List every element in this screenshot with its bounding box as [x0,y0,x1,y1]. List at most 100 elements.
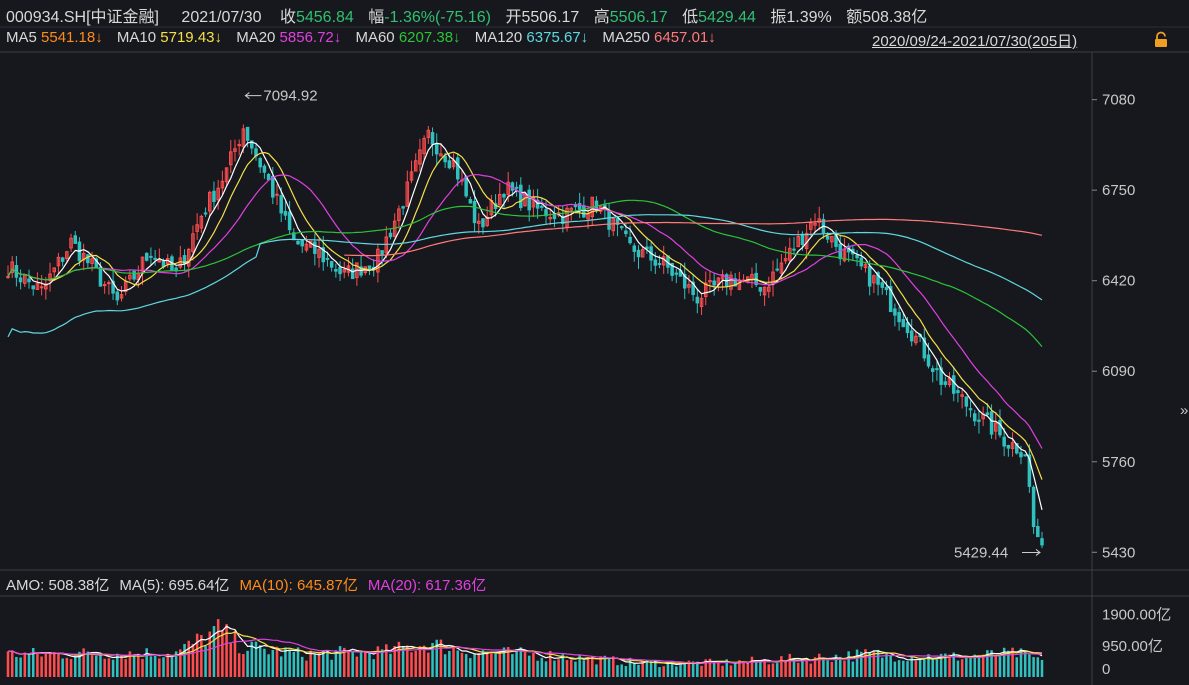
volume-bar [258,645,262,677]
volume-bar [902,660,905,677]
candle-body [939,367,943,385]
volume-bar [6,651,10,677]
volume-bar [145,648,148,677]
candle-body [90,258,94,264]
volume-bar [519,647,523,677]
change-value: -1.36%(-75.16) [384,9,491,26]
price-tick-label: 5430 [1102,544,1135,561]
candle-body [510,182,515,191]
volume-bar [881,657,884,677]
volume-bar [99,654,102,677]
volume-bar [675,666,678,677]
candle-body [901,319,906,328]
volume-bar [796,662,800,677]
volume-bar [838,656,842,677]
ma5-value: 5541.18↓ [41,29,103,46]
volume-bar [923,657,926,677]
volume-bar [120,655,123,677]
volume-bar [179,649,182,677]
candle-body [119,294,124,299]
candle-body [153,257,157,260]
candle-body [977,419,981,422]
candle-body [195,224,199,232]
candle-body [968,408,973,411]
volume-bar [1028,654,1031,677]
volume-bar [69,659,73,677]
volume-bar [351,651,354,677]
volume-bar [935,659,939,677]
candle-body [10,261,14,274]
date-range-selector[interactable]: 2020/09/24-2021/07/30(205日) [872,33,1078,50]
candle-body [800,233,805,246]
candle-body [914,335,918,344]
candle-body [237,143,241,147]
volume-bar [780,656,783,677]
volume-bar [376,646,380,677]
ma120-line [7,214,1043,338]
ma60-value: 6207.38↓ [398,29,461,46]
vol-ma5-line [7,625,1043,666]
volume-bar [57,652,60,677]
candle-body [132,270,136,280]
volume-bar [939,653,943,677]
volume-bar [948,654,951,677]
volume-bar [696,661,699,677]
volume-bar [187,640,191,677]
volume-bar [170,657,174,677]
volume-bar [754,661,758,677]
change-label: 幅 [368,9,385,26]
volume-bar [599,656,602,677]
volume-bar [918,659,922,677]
candle-body [674,272,679,275]
volume-bar [36,653,39,677]
candle-body [615,218,620,225]
volume-bar [830,661,834,677]
volume-bar [1011,647,1014,677]
volume-bar [607,657,611,677]
volume-bar [490,651,493,677]
volume-bar [649,661,653,677]
volume-bar [212,626,216,677]
volume-bar [389,653,392,677]
volume-bar [300,656,304,677]
candle-body [548,216,552,220]
volume-bar [817,653,821,677]
volume-tick-label: 950.00亿 [1102,638,1163,655]
candle-body [935,368,939,371]
volume-bar [633,662,636,677]
price-tick-label: 6420 [1102,273,1135,290]
candle-body [1010,442,1015,449]
candle-body [867,265,872,287]
candle-body [250,140,254,149]
candle-body [893,308,897,316]
volume-bar [721,665,724,677]
volume-bar [242,654,245,677]
volume-bar [364,651,367,677]
volume-bar [738,660,741,677]
candle-body [775,268,779,271]
amplitude-label: 振 [770,9,787,26]
volume-bar [132,654,136,677]
volume-bar [48,652,52,677]
candle-body [44,283,48,290]
candle-body [266,173,271,181]
volume-bar [603,655,607,677]
volume-bar [116,653,119,677]
volume-bar [641,662,644,677]
candle-body [439,153,443,157]
candle-body [31,285,35,290]
lock-icon[interactable] [1152,31,1170,49]
ma250-line [344,218,1043,257]
volume-bar [977,656,981,677]
volume-bar [805,658,808,677]
volume-bar [254,641,258,677]
candle-body [506,181,510,195]
volume-tick-label: 1900.00亿 [1102,606,1171,623]
volume-bar [582,660,586,677]
candle-body [405,181,410,207]
candle-body [720,274,725,280]
candle-body [527,189,531,211]
volume-bar [477,652,481,677]
candle-body [69,237,73,249]
